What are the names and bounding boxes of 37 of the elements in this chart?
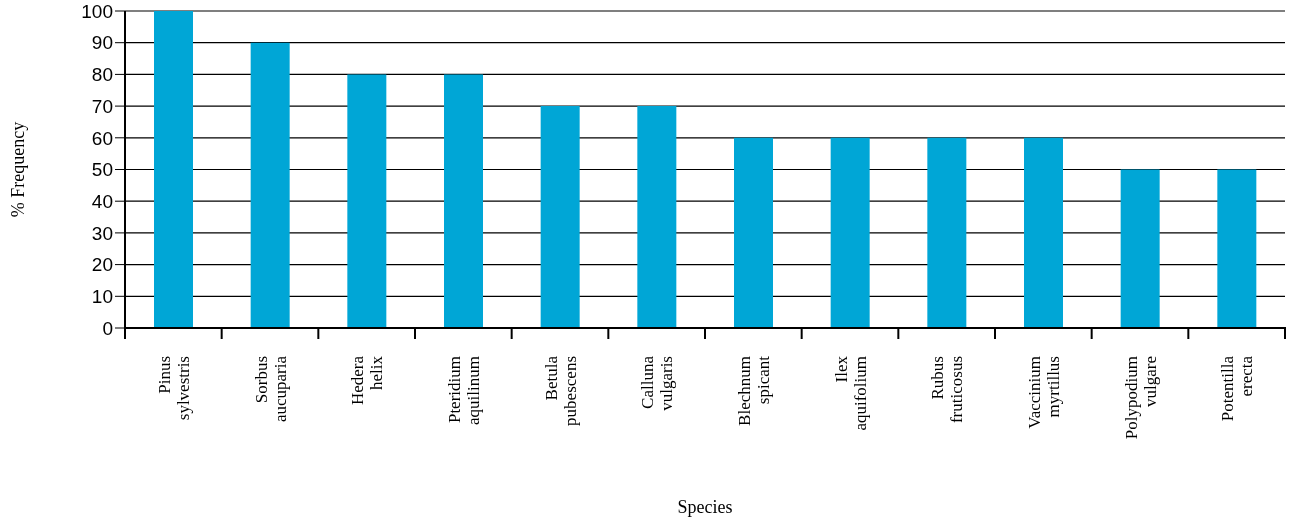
bar [1217, 169, 1257, 328]
x-axis-title: Species [677, 497, 733, 517]
y-tick-label: 90 [91, 32, 113, 54]
x-tick-label: Calluna vulgaris [638, 355, 677, 411]
y-tick-label: 10 [91, 286, 113, 308]
x-tick-label: Polypodium vulgare [1121, 356, 1160, 440]
y-tick-label: 80 [91, 64, 113, 86]
bar [444, 74, 483, 328]
x-tick-label: Blechnum spicant [734, 355, 773, 426]
y-tick-label: 20 [91, 254, 113, 276]
y-tick-label: 50 [91, 159, 113, 181]
x-tick-label: Betula pubescens [541, 355, 580, 426]
y-tick-label: 100 [81, 0, 113, 22]
y-tick-label: 70 [91, 95, 113, 117]
y-tick-label: 40 [91, 190, 113, 212]
bar [734, 137, 773, 328]
y-axis-title: % Frequency [8, 121, 29, 218]
y-tick-label: 0 [102, 317, 113, 339]
bar [1024, 137, 1063, 328]
x-tick-label: Hedera helix [348, 355, 387, 406]
x-tick-label: Pinus sylvestris [154, 356, 193, 421]
x-tick-label: Vaccinium myrtillus [1024, 356, 1063, 429]
x-tick-label: Ilex aquifolium [831, 355, 870, 431]
bar [927, 137, 967, 328]
bar [637, 106, 677, 328]
y-tick-label: 60 [91, 127, 113, 149]
x-tick-label: Sorbus aucuparia [251, 355, 290, 423]
bar [250, 42, 290, 328]
x-tick-label: Potentilla erecta [1218, 355, 1257, 422]
y-tick-label: 30 [91, 222, 113, 244]
x-tick-label: Rubus fruticosus [928, 356, 967, 424]
bar [540, 106, 580, 328]
bar [1120, 169, 1160, 328]
bar [154, 11, 193, 328]
bar [347, 74, 387, 328]
x-tick-label: Pteridium aquilinum [444, 356, 483, 425]
bar [830, 137, 870, 328]
